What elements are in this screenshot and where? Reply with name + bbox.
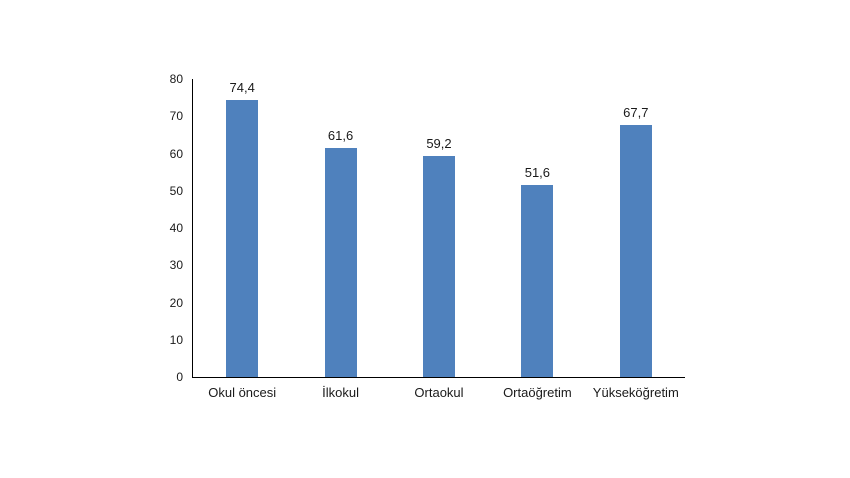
bar [324, 147, 357, 377]
bar [619, 124, 652, 377]
x-axis-category-label: Yükseköğretim [592, 385, 679, 400]
y-tick-label: 30 [169, 258, 183, 273]
y-tick-label: 70 [169, 109, 183, 124]
category-slot: 59,2 Ortaokul [390, 79, 488, 400]
bar-value-label: 74,4 [229, 79, 255, 95]
category-slot: 74,4 Okul öncesi [193, 79, 291, 400]
y-tick-label: 80 [169, 72, 183, 86]
y-tick-label: 50 [169, 183, 183, 198]
bar-value-label: 51,6 [524, 164, 551, 180]
y-tick-label: 60 [169, 146, 183, 161]
x-axis-category-label: Ortaokul [414, 385, 464, 400]
bar [422, 156, 455, 377]
y-tick-label: 20 [169, 295, 183, 310]
x-axis-category-label: İlkokul [322, 385, 360, 400]
bar-value-label: 61,6 [327, 127, 354, 143]
y-tick-label: 0 [176, 370, 183, 384]
bar [226, 99, 259, 377]
y-tick-label: 40 [169, 221, 183, 235]
y-tick-label: 10 [169, 332, 183, 347]
category-slot: 67,7 Yükseköğretim [587, 79, 685, 400]
x-axis-category-label: Ortaöğretim [503, 385, 572, 400]
x-axis-category-label: Okul öncesi [208, 385, 277, 400]
bar [521, 184, 554, 377]
category-slot: 61,6 İlkokul [291, 79, 389, 400]
bar-value-label: 67,7 [623, 104, 649, 120]
plot-area: 0 10 20 30 40 50 60 70 80 74,4 Okul öncesi 61,6 İlk… [170, 73, 685, 400]
category-slot: 51,6 Ortaöğretim [488, 79, 586, 400]
bar-value-label: 59,2 [426, 136, 452, 152]
